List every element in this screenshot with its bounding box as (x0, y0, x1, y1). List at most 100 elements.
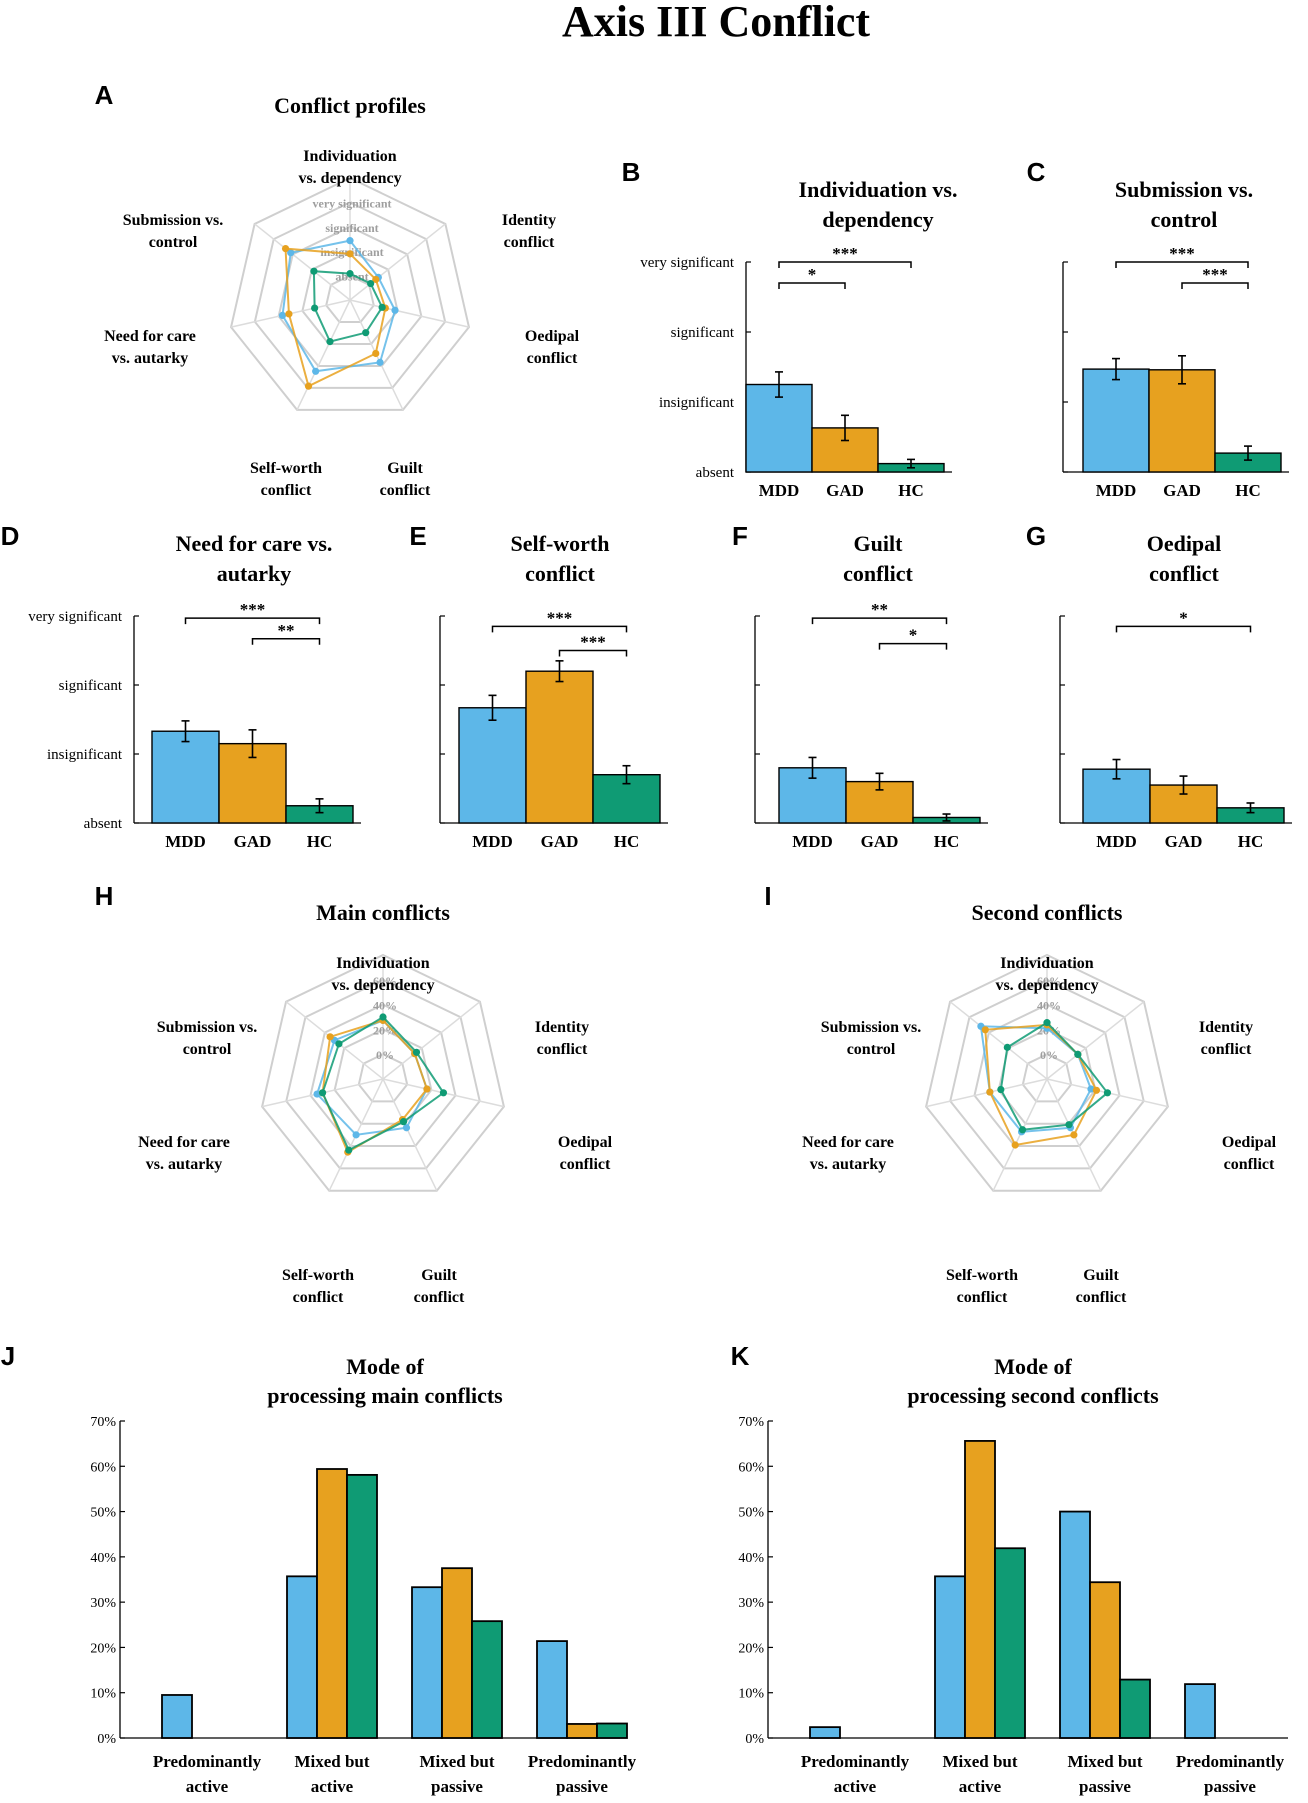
panel-k-y-tick-label: 20% (738, 1641, 764, 1656)
panel-h-grid-ring (357, 1053, 409, 1103)
panel-f-significance-label: ** (871, 600, 888, 619)
panel-b-y-tick-label: insignificant (659, 395, 735, 411)
panel-h-point-hc (318, 1089, 327, 1097)
panel-a-spoke (349, 299, 470, 328)
panel-k-bar-mdd (809, 1726, 841, 1739)
panel-i-point-hc (1018, 1126, 1027, 1134)
panel-a-ring-label: significant (325, 221, 378, 235)
panel-h-grid-ring (309, 1003, 457, 1148)
panel-a-point-gad (281, 245, 290, 253)
panel-d-significance-bracket (251, 638, 321, 645)
panel-h-axis-label: Individuation (336, 955, 429, 972)
panel-j-y-tick-label: 50% (90, 1506, 116, 1521)
panel-i-axis-label: control (847, 1041, 896, 1058)
panel-b-x-label-hc: HC (898, 481, 924, 500)
panel-c-significance-label: *** (1202, 265, 1228, 284)
panel-j-bar-gad (566, 1723, 598, 1739)
panel-a-axis-label: conflict (380, 482, 431, 499)
panel-e-x-label-hc: HC (614, 832, 640, 851)
panel-k-y-tick-label: 70% (738, 1415, 764, 1430)
panel-a-point-gad (304, 382, 313, 390)
panel-h-point-mdd (402, 1124, 411, 1132)
panel-j-x-label: Predominantly (153, 1752, 262, 1771)
panel-j-y-tick-label: 40% (90, 1551, 116, 1566)
panel-i-axis-label: vs. dependency (995, 977, 1098, 994)
panel-j-x-label: Mixed but (419, 1752, 494, 1771)
panel-e-significance-label: *** (580, 633, 606, 652)
panel-a-axis-label: Self-worth (250, 460, 322, 477)
panel-e-significance-label: *** (547, 608, 573, 627)
panel-b-bar-chart: Individuation vs. dependency absent insigni… (640, 177, 957, 500)
panel-f-x-label-gad: GAD (861, 832, 899, 851)
panel-d-title-line2: autarky (217, 561, 292, 586)
panel-h-axis-label: conflict (414, 1289, 465, 1306)
panel-a-point-gad (372, 275, 380, 284)
panel-k-bar-mdd (1059, 1510, 1091, 1739)
panel-i-axis-label: Oedipal (1222, 1134, 1277, 1151)
panel-h-point-gad (326, 1033, 334, 1041)
panel-k-bar-mdd (1184, 1683, 1216, 1739)
panel-i-axis-label: conflict (957, 1289, 1008, 1306)
panel-f-title-line1: Guilt (854, 531, 904, 556)
panel-i-title: Second conflicts (972, 900, 1123, 925)
panel-b-title-line1: Individuation vs. (799, 177, 958, 202)
panel-b-y-tick-label: very significant (640, 255, 735, 271)
panel-e-x-label-mdd: MDD (472, 832, 513, 851)
panel-k-bar-hc (994, 1547, 1026, 1739)
panel-k-bar-gad (1089, 1581, 1121, 1739)
panel-h-axis-label: vs. autarky (146, 1156, 222, 1173)
panel-i-grid-ring (1021, 1053, 1073, 1103)
panel-i-point-hc (1043, 1019, 1051, 1027)
panel-h-ring-label: 60% (373, 974, 397, 988)
panel-k-title-line2: processing second conflicts (907, 1383, 1159, 1408)
panel-k-x-label: Predominantly (801, 1752, 910, 1771)
panel-d-title-line1: Need for care vs. (176, 531, 333, 556)
panel-label-e: E (409, 521, 426, 551)
panel-b-x-label-gad: GAD (826, 481, 864, 500)
panel-h-point-mdd (352, 1131, 360, 1139)
panel-h-point-hc (345, 1146, 353, 1154)
panel-a-point-hc (378, 303, 386, 311)
panel-a-point-gad (346, 250, 354, 258)
panel-a-spoke (349, 223, 446, 301)
panel-a-point-mdd (346, 237, 354, 245)
panel-h-axis-label: conflict (560, 1156, 611, 1173)
panel-i-axis-label: conflict (1076, 1289, 1127, 1306)
panel-k-y-tick-label: 30% (738, 1596, 764, 1611)
panel-h-point-hc (439, 1089, 448, 1097)
panel-j-bar-mdd (161, 1694, 193, 1739)
panel-g-x-label-gad: GAD (1165, 832, 1203, 851)
figure-title: Axis III Conflict (562, 0, 870, 46)
panel-h-ring-label: 40% (373, 999, 397, 1013)
panel-k-x-label: active (959, 1777, 1002, 1796)
panel-c-bar-chart: Submission vs. control MDD GAD HC *** *** (1062, 177, 1289, 500)
panel-j-bar-hc (471, 1620, 503, 1739)
panel-j-bar-mdd (411, 1586, 443, 1739)
panel-k-grouped-bar-chart: Mode of processing second conflicts 0% 10% 2… (738, 1354, 1288, 1796)
panel-i-series-hc (999, 1021, 1109, 1131)
panel-h-ring-label: 0% (376, 1048, 394, 1062)
panel-j-y-tick-label: 30% (90, 1596, 116, 1611)
panel-i-point-hc (1003, 1043, 1011, 1051)
panel-j-x-label: active (311, 1777, 354, 1796)
panel-a-axis-label: conflict (261, 482, 312, 499)
panel-d-x-label-gad: GAD (234, 832, 272, 851)
panel-j-bar-gad (316, 1468, 348, 1739)
panel-h-spoke (382, 1078, 438, 1192)
panel-j-x-label: passive (556, 1777, 608, 1796)
panel-j-title-line2: processing main conflicts (267, 1383, 503, 1408)
panel-a-point-gad (372, 349, 380, 358)
panel-h-axis-label: Guilt (421, 1267, 457, 1284)
panel-e-x-label-gad: GAD (541, 832, 579, 851)
panel-c-bar-mdd (1082, 368, 1150, 473)
panel-e-significance-bracket (491, 625, 628, 633)
panel-i-point-hc (997, 1085, 1005, 1094)
panel-label-f: F (732, 521, 748, 551)
panel-a-axis-label: vs. dependency (298, 170, 401, 187)
panel-c-x-label-gad: GAD (1163, 481, 1201, 500)
panel-label-d: D (1, 521, 20, 551)
panel-g-x-label-hc: HC (1238, 832, 1264, 851)
panel-i-point-hc (1074, 1050, 1082, 1059)
panel-a-ring-label: very significant (313, 196, 392, 210)
